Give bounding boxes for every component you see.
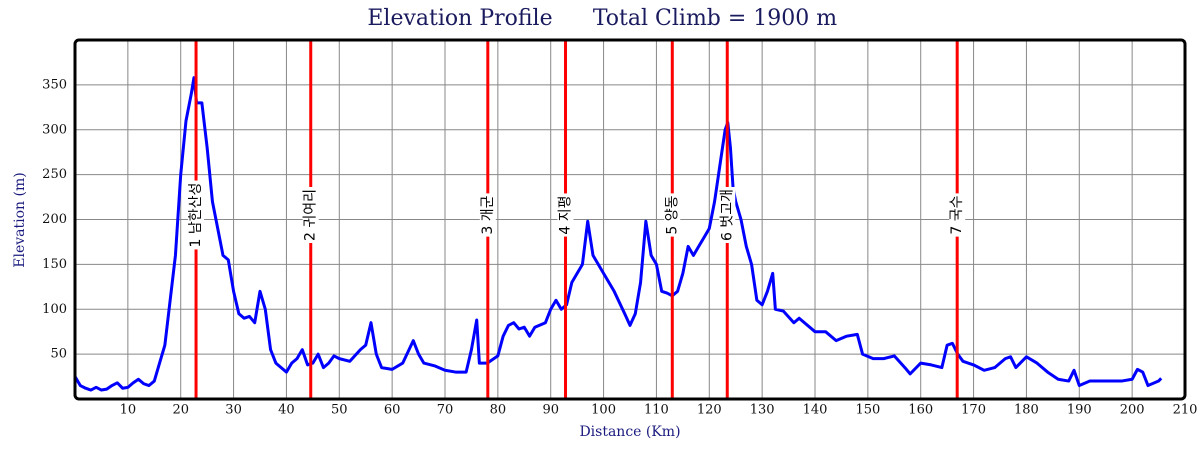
marker-label: 2 귀여리 [303, 189, 319, 241]
x-tick-label: 130 [750, 403, 775, 418]
x-tick-label: 110 [644, 403, 669, 418]
marker-label-background [479, 193, 496, 237]
marker-label-background [302, 187, 319, 243]
x-tick-label: 30 [225, 403, 242, 418]
x-tick-label: 20 [172, 403, 189, 418]
y-tick-label: 150 [42, 257, 67, 272]
x-tick-label: 90 [542, 403, 559, 418]
x-tick-label: 180 [1014, 403, 1039, 418]
x-tick-label: 200 [1120, 403, 1145, 418]
marker-label-background [949, 193, 966, 237]
chart-subtitle: Total Climb = 1900 m [593, 6, 837, 31]
chart-title: Elevation Profile [367, 6, 552, 31]
x-tick-label: 210 [1173, 403, 1198, 418]
x-tick-label: 40 [278, 403, 295, 418]
x-tick-label: 140 [803, 403, 828, 418]
marker-label-background [664, 193, 681, 237]
x-tick-label: 100 [591, 403, 616, 418]
y-tick-label: 300 [42, 122, 67, 137]
x-tick-label: 50 [331, 403, 348, 418]
marker-label-background [188, 180, 205, 250]
x-tick-label: 190 [1067, 403, 1092, 418]
x-tick-label: 70 [437, 403, 454, 418]
marker-label: 4 지평 [558, 195, 574, 234]
x-tick-label: 60 [384, 403, 401, 418]
y-axis-label: Elevation (m) [12, 172, 28, 267]
marker-label: 5 양동 [664, 195, 680, 234]
x-tick-label: 120 [697, 403, 722, 418]
marker-label: 1 남한산성 [188, 183, 204, 248]
x-tick-label: 160 [908, 403, 933, 418]
marker-label-background [557, 193, 574, 237]
y-tick-label: 50 [50, 347, 67, 362]
y-tick-label: 350 [42, 77, 67, 92]
elevation-line [73, 76, 1163, 392]
y-tick-label: 100 [42, 302, 67, 317]
x-tick-label: 170 [961, 403, 986, 418]
x-axis-label: Distance (Km) [579, 424, 680, 440]
plot-frame [73, 38, 1187, 401]
marker-label: 7 국수 [949, 195, 965, 234]
y-tick-label: 250 [42, 167, 67, 182]
y-tick-label: 200 [42, 212, 67, 227]
x-tick-label: 80 [490, 403, 507, 418]
x-tick-label: 10 [120, 403, 137, 418]
x-tick-label: 150 [855, 403, 880, 418]
marker-label: 3 개군 [480, 195, 496, 234]
marker-label: 6 벗고개 [719, 189, 735, 241]
marker-label-background [719, 187, 736, 243]
